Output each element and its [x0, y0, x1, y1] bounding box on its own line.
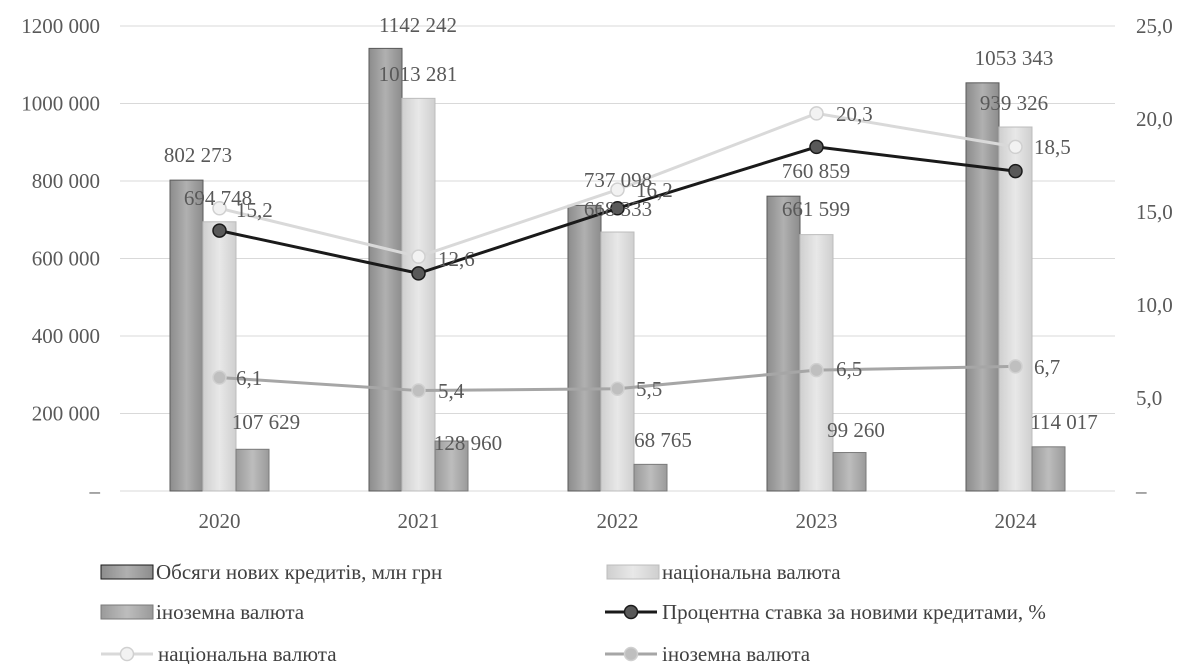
line-point [810, 364, 823, 377]
bar-data-label: 68 765 [634, 428, 692, 452]
line-point [213, 371, 226, 384]
line-point [1009, 165, 1022, 178]
x-axis: 2020 2021 2022 2023 2024 [199, 509, 1038, 533]
bar-data-label: 939 326 [980, 91, 1048, 115]
bar [833, 453, 866, 491]
x-tick: 2023 [796, 509, 838, 533]
y-tick-left: 1200 000 [21, 14, 100, 38]
y-tick-right: 5,0 [1136, 386, 1162, 410]
line-point [810, 140, 823, 153]
y-tick-left: 400 000 [32, 324, 100, 348]
legend-marker [121, 648, 134, 661]
line-data-label: 5,4 [438, 379, 465, 403]
legend: Обсяги нових кредитів, млн грн національн… [101, 560, 1046, 664]
line-data-label: 20,3 [836, 102, 873, 126]
legend-swatch [607, 565, 659, 579]
x-tick: 2022 [597, 509, 639, 533]
y-tick-left: – [89, 479, 101, 503]
x-tick: 2021 [398, 509, 440, 533]
line-data-label: 6,5 [836, 357, 862, 381]
line-point [810, 107, 823, 120]
line-data-label: 18,5 [1034, 135, 1071, 159]
x-tick: 2020 [199, 509, 241, 533]
y-tick-left: 800 000 [32, 169, 100, 193]
bar [236, 449, 269, 491]
bar [800, 235, 833, 491]
legend-label: національна валюта [662, 560, 841, 584]
y-tick-left: 600 000 [32, 247, 100, 271]
legend-marker [625, 606, 638, 619]
bar [170, 180, 203, 491]
bar [767, 196, 800, 491]
line-data-label: 6,1 [236, 366, 262, 390]
line-point [412, 250, 425, 263]
y-axis-right: – 5,0 10,0 15,0 20,0 25,0 [1135, 14, 1173, 503]
bar-data-label: 1142 242 [379, 13, 457, 37]
y-tick-right: – [1135, 479, 1147, 503]
bar-data-label: 107 629 [232, 410, 300, 434]
y-tick-right: 15,0 [1136, 200, 1173, 224]
y-tick-right: 20,0 [1136, 107, 1173, 131]
legend-label: іноземна валюта [662, 642, 811, 664]
line-point [611, 382, 624, 395]
legend-swatch [101, 565, 153, 579]
line-point [1009, 360, 1022, 373]
line-point [1009, 140, 1022, 153]
legend-marker [625, 648, 638, 661]
bar [568, 205, 601, 491]
bar [402, 98, 435, 491]
line-data-label: 16,2 [636, 178, 673, 202]
line-data-label: 5,5 [636, 377, 662, 401]
x-tick: 2024 [995, 509, 1038, 533]
y-tick-left: 1000 000 [21, 92, 100, 116]
bar-data-label: 760 859 [782, 159, 850, 183]
legend-label: національна валюта [158, 642, 337, 664]
y-axis-left: – 200 000 400 000 600 000 800 000 1000 000 120… [21, 14, 100, 503]
line-point [213, 224, 226, 237]
line-data-label: 15,2 [236, 198, 273, 222]
bar [1032, 447, 1065, 491]
bar-data-label: 99 260 [827, 418, 885, 442]
bar [634, 464, 667, 491]
y-tick-left: 200 000 [32, 402, 100, 426]
line-data-label: 12,6 [438, 247, 475, 271]
legend-label: Обсяги нових кредитів, млн грн [156, 560, 442, 584]
line-point [412, 384, 425, 397]
bar [601, 232, 634, 491]
bar-data-label: 128 960 [434, 431, 502, 455]
bar [203, 222, 236, 491]
bar-data-label: 802 273 [164, 143, 232, 167]
bars [170, 48, 1065, 491]
bar-data-label: 1013 281 [379, 62, 458, 86]
legend-label: іноземна валюта [156, 600, 305, 624]
bar-data-label: 661 599 [782, 197, 850, 221]
line-point [412, 267, 425, 280]
y-tick-right: 10,0 [1136, 293, 1173, 317]
bar-data-label: 1053 343 [975, 46, 1054, 70]
bar [999, 127, 1032, 491]
legend-swatch [101, 605, 153, 619]
line-data-label: 6,7 [1034, 355, 1060, 379]
bar-data-label: 114 017 [1030, 410, 1097, 434]
legend-label: Процентна ставка за новими кредитами, % [662, 600, 1046, 624]
y-tick-right: 25,0 [1136, 14, 1173, 38]
